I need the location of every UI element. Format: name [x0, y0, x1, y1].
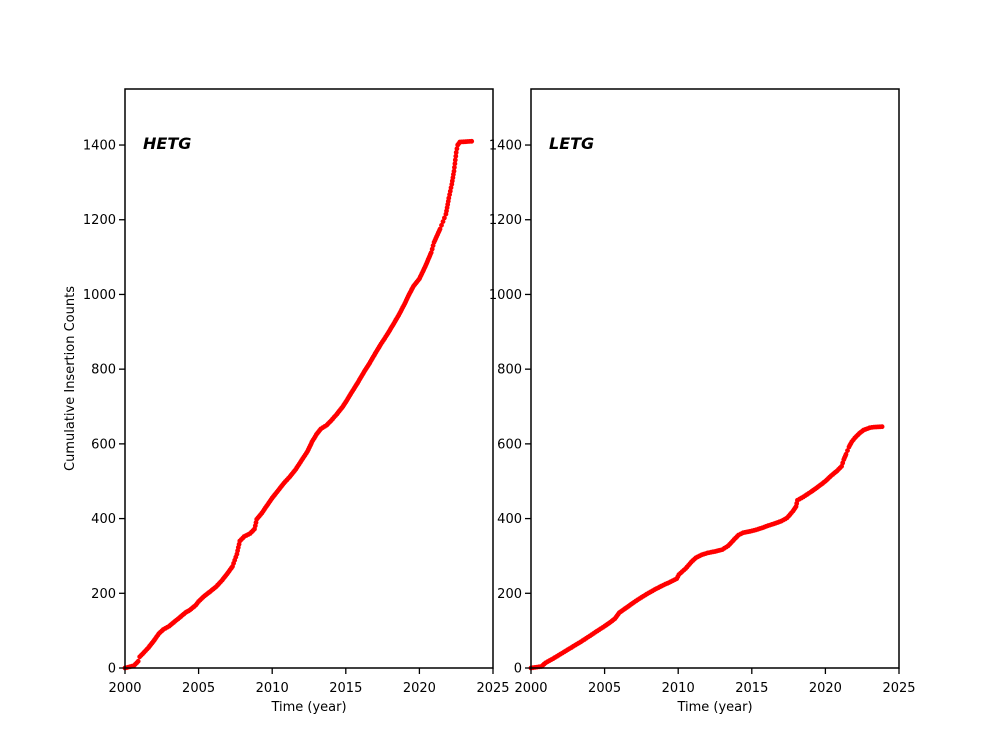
x-tick-label: 2025	[882, 681, 915, 696]
x-tick-label: 2015	[735, 681, 768, 696]
x-tick-label: 2005	[588, 681, 621, 696]
x-tick-label: 2010	[256, 681, 289, 696]
x-tick-label: 2000	[108, 681, 141, 696]
panel-title-letg: LETG	[549, 134, 594, 153]
y-tick-label: 1200	[489, 213, 522, 228]
y-tick-label: 1400	[489, 139, 522, 154]
x-tick-label: 2000	[514, 681, 547, 696]
y-tick-label: 1200	[83, 213, 116, 228]
y-axis-label: Cumulative Insertion Counts	[63, 286, 78, 471]
axes-spines	[124, 88, 494, 669]
y-tick-label: 800	[497, 363, 522, 378]
y-tick-label: 1400	[83, 139, 116, 154]
x-tick-label: 2005	[182, 681, 215, 696]
x-tick-label: 2010	[662, 681, 695, 696]
x-tick-label: 2020	[403, 681, 436, 696]
y-tick-label: 200	[497, 587, 522, 602]
x-axis-label: Time (year)	[270, 700, 346, 715]
y-tick-label: 1000	[83, 288, 116, 303]
y-tick-label: 400	[497, 512, 522, 527]
y-tick-label: 200	[91, 587, 116, 602]
letg-series-points	[528, 424, 885, 671]
x-tick-label: 2020	[809, 681, 842, 696]
y-tick-label: 0	[514, 662, 522, 677]
hetg-series-points	[122, 138, 475, 671]
panel-letg: 2000 2005 2010 2015 2020 2025 0 200 400 600 800 100…	[489, 88, 916, 715]
y-tick-label: 1000	[489, 288, 522, 303]
y-tick-label: 800	[91, 363, 116, 378]
y-tick-label: 600	[497, 437, 522, 452]
panel-title-hetg: HETG	[143, 134, 191, 153]
x-tick-label: 2025	[476, 681, 509, 696]
x-tick-label: 2015	[329, 681, 362, 696]
axes-spines	[530, 88, 900, 669]
y-tick-label: 600	[91, 437, 116, 452]
y-tick-label: 400	[91, 512, 116, 527]
y-tick-label: 0	[108, 662, 116, 677]
x-axis-label: Time (year)	[676, 700, 752, 715]
panel-hetg: 2000 2005 2010 2015 2020 2025 0 200 400 600 800 100…	[63, 88, 510, 715]
